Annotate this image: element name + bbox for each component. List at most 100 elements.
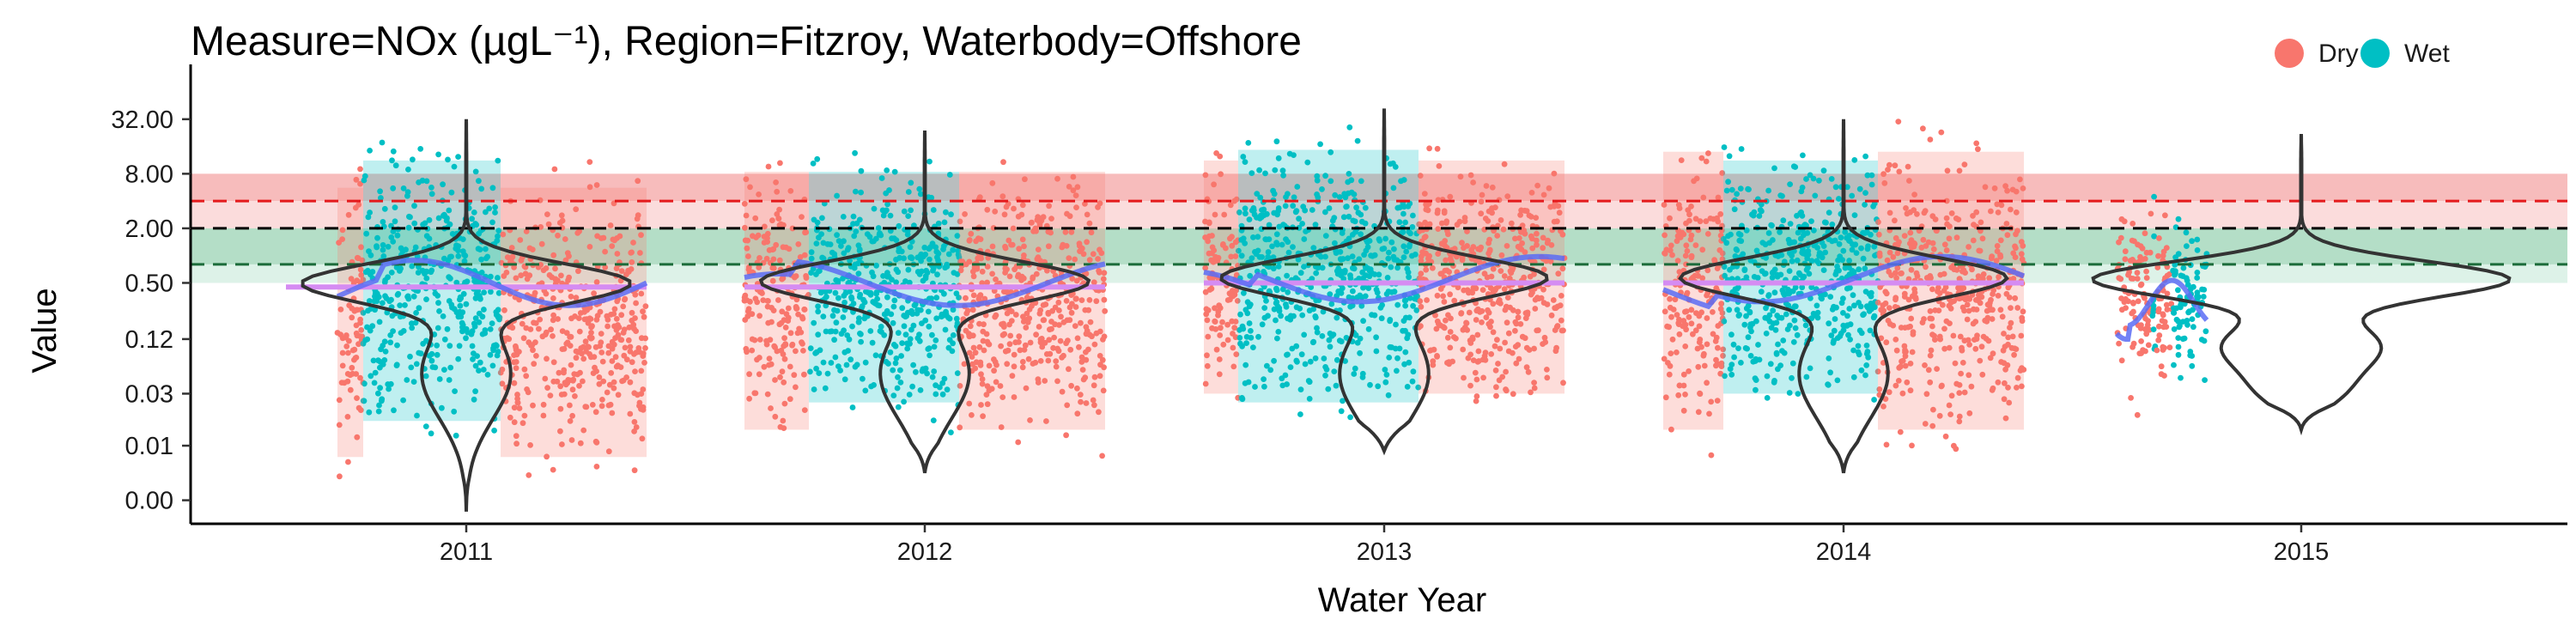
data-point (590, 370, 597, 376)
data-point (2128, 395, 2135, 401)
data-point (349, 305, 355, 312)
data-point (2127, 258, 2134, 264)
data-point (890, 392, 897, 398)
data-point (895, 374, 901, 380)
data-point (930, 417, 937, 423)
data-point (2134, 276, 2141, 282)
data-point (1072, 192, 1079, 199)
data-point (411, 203, 417, 210)
data-point (2121, 299, 2128, 306)
data-point (530, 402, 536, 409)
data-point (1297, 411, 1303, 417)
data-point (593, 279, 600, 285)
data-point (468, 331, 475, 337)
data-point (945, 251, 952, 258)
data-point (808, 249, 815, 256)
data-point (891, 297, 898, 304)
data-point (984, 206, 991, 213)
data-point (1895, 118, 1902, 125)
data-point (558, 212, 565, 219)
data-point (966, 349, 973, 356)
data-point (2201, 287, 2208, 293)
data-point (750, 233, 756, 240)
data-point (916, 331, 922, 338)
data-point (1091, 382, 1097, 389)
data-point (956, 254, 963, 260)
data-point (441, 367, 447, 373)
data-point (1055, 348, 1062, 355)
x-tick-label: 2013 (1357, 538, 1413, 566)
data-point (489, 185, 496, 191)
data-point (963, 295, 969, 301)
data-point (1020, 313, 1026, 320)
data-point (842, 289, 849, 296)
data-point (557, 428, 563, 434)
data-point (2138, 322, 2144, 328)
data-point (353, 371, 360, 377)
data-point (376, 402, 382, 409)
data-point (781, 379, 787, 386)
data-point (979, 380, 986, 387)
data-point (1738, 146, 1745, 152)
data-point (933, 391, 939, 398)
data-point (1909, 442, 1915, 449)
data-point (518, 272, 525, 279)
data-point (891, 168, 898, 175)
data-point (558, 392, 565, 398)
data-point (872, 352, 879, 359)
data-point (752, 215, 759, 222)
data-point (983, 331, 990, 337)
data-point (487, 352, 494, 358)
data-point (855, 242, 862, 249)
data-point (457, 302, 464, 309)
data-point (885, 361, 891, 367)
data-point (1035, 214, 1042, 221)
data-point (586, 159, 593, 166)
data-point (491, 428, 497, 434)
data-point (849, 404, 856, 410)
data-point (1021, 347, 1028, 353)
data-point (2160, 248, 2167, 255)
data-point (921, 244, 928, 251)
data-point (1006, 341, 1013, 348)
data-point (1097, 353, 1103, 359)
data-point (856, 216, 863, 223)
data-point (939, 391, 946, 398)
data-point (544, 453, 550, 460)
data-point (428, 267, 435, 274)
data-point (388, 270, 395, 276)
data-point (481, 289, 487, 295)
data-point (552, 265, 558, 272)
data-point (906, 392, 913, 398)
data-point (434, 342, 440, 349)
data-point (816, 370, 823, 376)
data-point (642, 303, 649, 309)
data-point (1245, 140, 1252, 146)
data-point (580, 427, 587, 434)
data-point (1051, 334, 1057, 341)
data-point (2175, 251, 2182, 258)
data-point (361, 398, 368, 404)
data-point (397, 302, 404, 308)
data-point (751, 390, 758, 397)
data-point (862, 387, 869, 394)
data-point (2130, 308, 2136, 315)
data-point (622, 295, 629, 302)
data-point (2177, 323, 2183, 329)
data-point (2156, 332, 2163, 338)
data-point (1434, 145, 1441, 152)
data-point (1942, 433, 1949, 440)
data-point (489, 362, 496, 369)
data-point (371, 380, 378, 386)
data-point (439, 404, 445, 411)
data-point (1070, 187, 1077, 194)
data-point (801, 371, 807, 378)
data-point (593, 439, 600, 446)
data-point (508, 245, 515, 251)
data-point (743, 176, 750, 183)
data-point (1800, 152, 1806, 159)
y-axis-title: Value (26, 288, 64, 373)
data-point (1066, 184, 1072, 190)
data-point (2134, 411, 2141, 418)
data-point (769, 277, 776, 284)
